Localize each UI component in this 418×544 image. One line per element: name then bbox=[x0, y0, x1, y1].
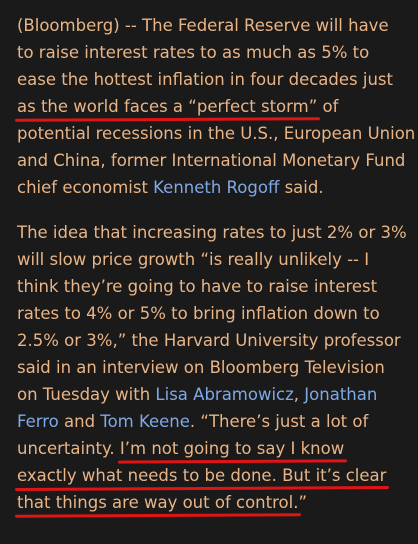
text-line: exactly what needs to be done. But it’s … bbox=[17, 462, 417, 489]
red-underline-highlight: as the world faces a “perfect storm” bbox=[17, 97, 318, 116]
text-segment: of bbox=[317, 97, 339, 116]
text-segment: ” bbox=[298, 493, 307, 512]
text-line: as the world faces a “perfect storm” of bbox=[17, 93, 417, 120]
text-line: Ferro and Tom Keene. “There’s just a lot… bbox=[17, 408, 417, 435]
link-jonathan-ferro[interactable]: Jonathan bbox=[304, 385, 378, 404]
red-underline-highlight: I’m not going to say I know bbox=[119, 439, 345, 458]
text-line: ease the hottest inflation in four decad… bbox=[17, 70, 393, 89]
text-line: will slow price growth “is really unlike… bbox=[17, 250, 370, 269]
text-segment: chief economist bbox=[17, 178, 154, 197]
text-line: think they’re going to have to raise int… bbox=[17, 277, 378, 296]
text-segment: uncertainty. bbox=[17, 439, 120, 458]
link-tom-keene[interactable]: Tom Keene bbox=[100, 412, 190, 431]
text-line: The idea that increasing rates to just 2… bbox=[17, 223, 407, 242]
text-segment: , bbox=[293, 385, 305, 404]
text-line: uncertainty. I’m not going to say I know bbox=[17, 435, 417, 462]
text-line: to raise interest rates to as much as 5%… bbox=[17, 43, 370, 62]
text-line: rates to 4% or 5% to bring inflation dow… bbox=[17, 304, 380, 323]
red-underline-highlight: exactly what needs to be done. But it’s … bbox=[17, 466, 387, 485]
text-line: said in an interview on Bloomberg Televi… bbox=[17, 358, 385, 377]
article-body: (Bloomberg) -- The Federal Reserve will … bbox=[17, 12, 417, 516]
paragraph-1: (Bloomberg) -- The Federal Reserve will … bbox=[17, 12, 417, 201]
text-line: that things are way out of control.” bbox=[17, 489, 417, 516]
link-lisa-abramowicz[interactable]: Lisa Abramowicz bbox=[155, 385, 294, 404]
text-line: chief economist Kenneth Rogoff said. bbox=[17, 174, 417, 201]
red-underline-highlight: that things are way out of control. bbox=[17, 493, 299, 512]
paragraph-spacer bbox=[17, 201, 417, 219]
text-segment: said. bbox=[279, 178, 324, 197]
text-line: (Bloomberg) -- The Federal Reserve will … bbox=[17, 16, 389, 35]
link-jonathan-ferro[interactable]: Ferro bbox=[17, 412, 59, 431]
text-segment: on Tuesday with bbox=[17, 385, 156, 404]
text-line: on Tuesday with Lisa Abramowicz, Jonatha… bbox=[17, 381, 417, 408]
paragraph-2: The idea that increasing rates to just 2… bbox=[17, 219, 417, 516]
text-segment: and bbox=[58, 412, 101, 431]
text-segment: . “There’s just a lot of bbox=[189, 412, 369, 431]
link-kenneth-rogoff[interactable]: Kenneth Rogoff bbox=[153, 178, 280, 197]
text-line: potential recessions in the U.S., Europe… bbox=[17, 124, 416, 143]
text-line: 2.5% or 3%,” the Harvard University prof… bbox=[17, 331, 401, 350]
text-line: and China, former International Monetary… bbox=[17, 151, 406, 170]
